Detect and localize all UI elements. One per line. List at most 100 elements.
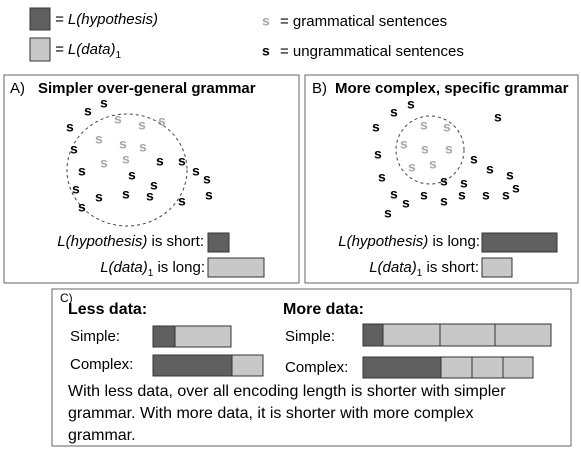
grammatical-sentence: s — [114, 111, 122, 127]
a-hyp: L(hypothesis) is short: — [57, 233, 204, 250]
ungrammatical-sentence: s — [390, 104, 398, 120]
bar — [471, 356, 504, 379]
ungrammatical-sentence: s — [66, 119, 74, 135]
grammatical-sentence: s — [420, 117, 428, 133]
grammatical-sentence: s — [100, 155, 108, 171]
bar — [382, 323, 441, 347]
ungrammatical-sentence: s — [512, 180, 520, 196]
bar — [362, 323, 384, 347]
grammatical-sentence: s — [139, 139, 147, 155]
ungrammatical-sentence: s — [156, 153, 164, 169]
grammatical-sentence: s — [138, 117, 146, 133]
legend-data: = L(data)1 — [55, 41, 121, 61]
b-data: L(data)1 is short: — [369, 259, 479, 279]
ungrammatical-sentence: s — [402, 195, 410, 211]
ungrammatical-sentence: s — [150, 177, 158, 193]
panel-b-letter: B) — [312, 80, 327, 97]
ungrammatical-sentence: s — [70, 141, 78, 157]
panel-a-letter: A) — [10, 80, 25, 97]
ungrammatical-sentence: s — [407, 96, 415, 112]
bar — [152, 325, 176, 348]
legend-gram: = grammatical sentences — [280, 13, 447, 30]
legend-ungram-symbol: s — [262, 43, 270, 59]
legend-data-box — [29, 37, 51, 62]
more-simple: Simple: — [285, 328, 335, 345]
less-complex: Complex: — [70, 356, 133, 373]
less-title: Less data: — [68, 301, 147, 318]
bar — [440, 356, 473, 379]
ungrammatical-sentence: s — [128, 167, 136, 183]
legend-ungram: = ungrammatical sentences — [280, 43, 464, 60]
panel-a-title: Simpler over-general grammar — [38, 80, 256, 97]
ungrammatical-sentence: s — [506, 167, 514, 183]
a-data-bar — [207, 257, 265, 278]
ungrammatical-sentence: s — [84, 103, 92, 119]
ungrammatical-sentence: s — [390, 186, 398, 202]
bars — [152, 323, 552, 379]
a-data: L(data)1 is long: — [100, 259, 205, 279]
grammatical-sentence: s — [429, 156, 437, 172]
bar — [152, 354, 233, 377]
grammatical-sentence: s — [400, 136, 408, 152]
b-hyp-bar — [481, 232, 558, 253]
ungrammatical-sentence: s — [460, 175, 468, 191]
ungrammatical-sentence: s — [372, 119, 380, 135]
panel-c — [51, 288, 572, 447]
grammatical-sentence: s — [408, 159, 416, 175]
grammatical-sentence: s — [445, 141, 453, 157]
grammatical-sentence: s — [158, 113, 166, 129]
grammar-region — [66, 113, 188, 227]
more-complex: Complex: — [285, 359, 348, 376]
paragraph-line: grammar. — [68, 427, 136, 444]
ungrammatical-sentence: s — [378, 169, 386, 185]
ungrammatical-sentence: s — [486, 161, 494, 177]
panel-a — [3, 74, 300, 284]
ungrammatical-sentence: s — [192, 163, 200, 179]
ungrammatical-sentence: s — [384, 205, 392, 221]
ungrammatical-sentence: s — [440, 193, 448, 209]
ungrammatical-sentence: s — [440, 173, 448, 189]
grammatical-sentence: s — [421, 141, 429, 157]
ungrammatical-sentence: s — [502, 187, 510, 203]
ungrammatical-sentence: s — [146, 188, 154, 204]
ungrammatical-sentence: s — [374, 146, 382, 162]
bar — [231, 354, 264, 377]
ungrammatical-sentence: s — [482, 187, 490, 203]
grammatical-sentence: s — [443, 119, 451, 135]
bar — [502, 356, 534, 379]
ungrammatical-sentence: s — [122, 186, 130, 202]
grammar-region — [395, 115, 465, 185]
ungrammatical-sentence: s — [78, 199, 86, 215]
paragraph-line: grammar. With more data, it is shorter w… — [68, 405, 473, 422]
bar — [439, 323, 496, 347]
ungrammatical-sentence: s — [95, 189, 103, 205]
paragraph-line: With less data, over all encoding length… — [68, 383, 506, 400]
bar — [494, 323, 552, 347]
ungrammatical-sentence: s — [100, 95, 108, 111]
b-data-bar — [481, 257, 513, 278]
legend-gram-symbol: s — [262, 13, 270, 29]
more-title: More data: — [283, 301, 364, 318]
panel-b — [304, 74, 579, 284]
a-hyp-bar — [207, 232, 230, 253]
ungrammatical-sentence: s — [203, 171, 211, 187]
panel-c-letter: C) — [60, 291, 73, 305]
bar — [362, 356, 442, 379]
grammatical-sentence: s — [95, 131, 103, 147]
legend-hyp: = L(hypothesis) — [55, 11, 158, 28]
ungrammatical-sentence: s — [72, 181, 80, 197]
ungrammatical-sentence: s — [178, 153, 186, 169]
legend-hyp-box — [29, 7, 51, 31]
ungrammatical-sentence: s — [78, 163, 86, 179]
panel-b-title: More complex, specific grammar — [335, 80, 569, 97]
grammatical-sentence: s — [119, 136, 127, 152]
bar — [174, 325, 232, 348]
ungrammatical-sentence: s — [458, 187, 466, 203]
less-simple: Simple: — [70, 328, 120, 345]
ungrammatical-sentence: s — [470, 151, 478, 167]
ungrammatical-sentence: s — [494, 109, 502, 125]
grammatical-sentence: s — [122, 151, 130, 167]
ungrammatical-sentence: s — [205, 187, 213, 203]
ungrammatical-sentence: s — [178, 193, 186, 209]
